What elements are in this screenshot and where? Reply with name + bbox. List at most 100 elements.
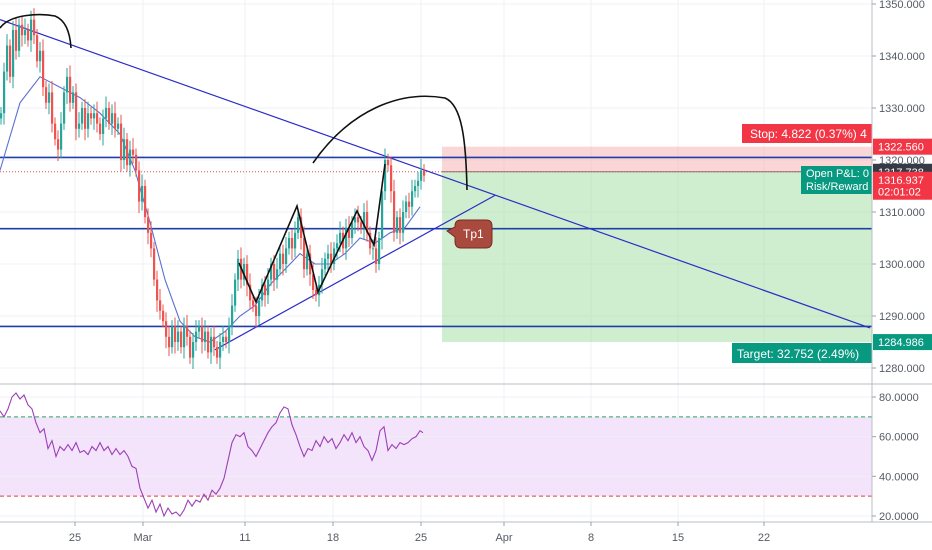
candle-body	[69, 76, 72, 103]
position-zones	[442, 146, 872, 343]
rsi-band	[0, 416, 872, 497]
target-zone	[442, 171, 872, 343]
candle-body	[303, 238, 306, 270]
rsi-axis: 20.0000 40.0000 60.0000 80.0000	[872, 385, 932, 523]
candle-body	[159, 300, 162, 311]
candle-body	[0, 113, 3, 119]
candle-body	[330, 253, 333, 264]
time-tick-label: 11	[239, 532, 250, 544]
price-tick-label: 1280.000	[879, 363, 925, 375]
candle-body	[105, 108, 108, 119]
candle-body	[261, 284, 264, 301]
candle-body	[15, 30, 18, 51]
candle-body	[414, 186, 417, 192]
candle-body	[9, 45, 12, 77]
candle-body	[126, 139, 129, 166]
candle-body	[405, 201, 408, 212]
candle-body	[21, 24, 24, 36]
candle-body	[111, 113, 114, 124]
candle-body	[273, 264, 276, 280]
time-tick-label: 18	[327, 532, 339, 544]
candle-body	[372, 248, 375, 250]
candle-body	[108, 108, 111, 124]
candle-body	[282, 253, 285, 264]
stop-label-box	[742, 124, 874, 143]
candle-body	[237, 258, 240, 280]
candle-body	[144, 186, 147, 218]
candle-body	[60, 123, 63, 150]
pnl-label-box	[801, 166, 874, 194]
candle-body	[351, 222, 354, 238]
candle-body	[225, 336, 228, 342]
candle-body	[267, 279, 270, 296]
candle-body	[228, 326, 231, 342]
price-pane: Stop: 4.822 (0.37%) 4 Open P&L: 0 Risk/R…	[0, 0, 932, 521]
candle-body	[363, 212, 366, 228]
price-badge-label: 1284.986	[878, 337, 924, 349]
candle-body	[288, 238, 291, 249]
candle-body	[48, 92, 51, 103]
candle-body	[408, 201, 411, 207]
trendlines	[0, 19, 871, 351]
candle-body	[30, 19, 33, 41]
tp1-callout	[446, 219, 493, 249]
candle-body	[174, 326, 177, 342]
candle-body	[135, 154, 138, 171]
candle-body	[198, 326, 201, 332]
candle-body	[387, 160, 390, 166]
price-badge-label: 1322.560	[878, 142, 924, 154]
horizontal-levels	[0, 156, 872, 328]
time-tick-label: 22	[758, 532, 770, 544]
candle-body	[270, 264, 273, 280]
candle-body	[312, 274, 315, 290]
candle-body	[102, 118, 105, 134]
candle-body	[321, 269, 324, 285]
candle-body	[249, 284, 252, 301]
candle-body	[132, 149, 135, 155]
candle-body	[276, 269, 279, 280]
candle-body	[117, 123, 120, 129]
target-label: Target: 32.752 (2.49%)	[737, 347, 859, 361]
candle-body	[57, 139, 60, 150]
candle-body	[123, 139, 126, 160]
price-tick-label: 1290.000	[879, 311, 925, 323]
candle-body	[39, 50, 42, 62]
candle-body	[357, 217, 360, 223]
candle-body	[42, 50, 45, 88]
candle-body	[264, 284, 267, 296]
candles	[0, 8, 426, 370]
candle-body	[378, 238, 381, 264]
candle-body	[297, 217, 300, 233]
candle-body	[285, 248, 288, 264]
candle-body	[345, 227, 348, 249]
candle-body	[81, 108, 84, 124]
candle-body	[150, 232, 153, 249]
candle-body	[255, 305, 258, 316]
candle-body	[207, 331, 210, 353]
position-labels: Stop: 4.822 (0.37%) 4 Open P&L: 0 Risk/R…	[446, 124, 874, 363]
candle-body	[78, 123, 81, 129]
candle-body	[120, 123, 123, 160]
time-tick-label: 25	[415, 532, 427, 544]
trendline	[214, 194, 496, 351]
target-label-box	[732, 343, 872, 363]
candle-body	[336, 243, 339, 249]
candle-body	[420, 170, 423, 181]
candle-body	[402, 212, 405, 233]
candle-body	[24, 30, 27, 36]
candle-body	[366, 212, 369, 233]
risk-reward-label: Risk/Reward	[806, 181, 868, 193]
time-tick-label: 8	[588, 532, 594, 544]
candle-body	[90, 113, 93, 119]
candle-body	[258, 300, 261, 316]
price-tick-label: 1350.000	[879, 0, 925, 11]
candle-body	[231, 305, 234, 327]
candle-body	[234, 279, 237, 306]
price-badge-label: 02:01:02	[878, 187, 921, 199]
candle-body	[348, 227, 351, 238]
candle-body	[171, 326, 174, 348]
candle-body	[66, 76, 69, 93]
price-badge	[873, 334, 932, 351]
rsi-tick-label: 40.0000	[879, 471, 919, 483]
